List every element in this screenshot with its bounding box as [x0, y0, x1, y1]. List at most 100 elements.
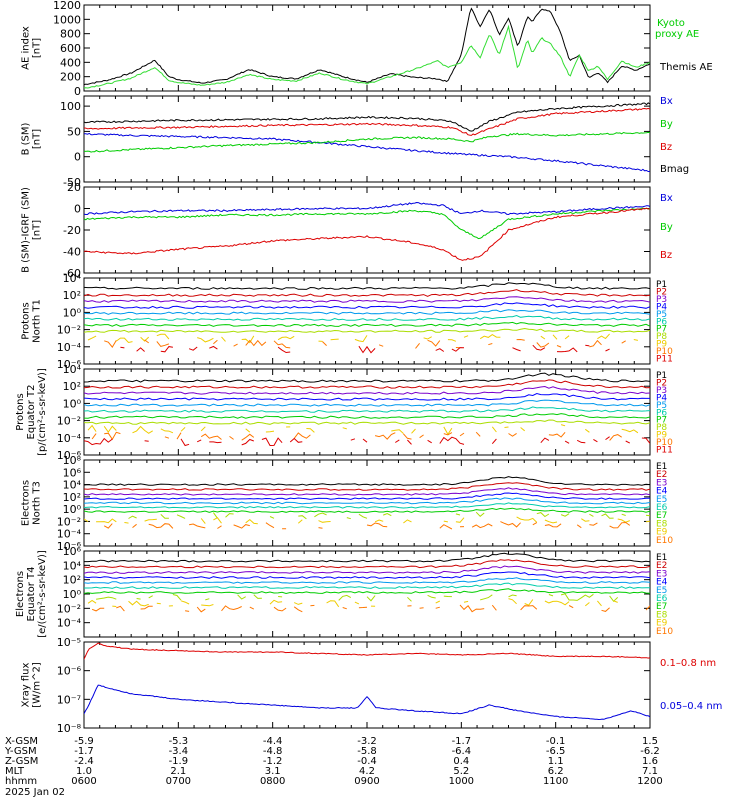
channel-line-ee-8: [544, 600, 570, 606]
channel-line-ee-6: [84, 588, 650, 595]
channel-line-en-7: [160, 514, 169, 519]
channel-line-ee-9: [645, 605, 650, 611]
channel-line-pn-10: [136, 347, 145, 352]
channel-line-pn-9: [556, 345, 562, 348]
panel-pe: 10⁻⁶ 10⁻⁴ 10⁻² 10⁰ 10² 10⁴ Protons Equator T2 [p…: [15, 363, 673, 462]
y-tick-label: 1000: [53, 13, 81, 26]
channel-line-en-7: [298, 515, 307, 520]
channel-line-pn-2: [84, 296, 650, 303]
channel-line-pn-8: [354, 335, 368, 343]
series-bsm-1: [84, 131, 650, 153]
series-bsm-0: [84, 132, 650, 173]
channel-line-ee-9: [491, 604, 497, 611]
channel-line-pn-9: [516, 338, 525, 341]
channel-line-pn-8: [597, 333, 610, 340]
channel-line-pe-8: [342, 427, 347, 430]
channel-line-ee-0: [84, 552, 650, 563]
y-axis-label-line: Electrons: [15, 571, 26, 617]
channel-line-pe-10: [576, 439, 586, 444]
channel-line-pn-5: [84, 314, 650, 321]
channel-line-en-8: [96, 518, 117, 524]
channel-line-en-8: [200, 518, 206, 524]
channel-line-pn-8: [463, 335, 469, 338]
channel-line-ee-4: [84, 577, 650, 584]
channel-line-en-7: [601, 513, 614, 519]
y-tick-label: 10⁻⁸: [57, 722, 82, 735]
channel-line-ee-7: [427, 594, 436, 599]
channel-line-ee-9: [568, 605, 574, 609]
channel-line-en-7: [560, 513, 570, 517]
footer-value: 7.1: [642, 766, 658, 777]
channel-label: P7: [656, 416, 667, 426]
channel-line-pe-9: [164, 436, 170, 439]
y-tick-label: 10⁴: [63, 363, 82, 376]
legend-By: By: [660, 119, 673, 130]
channel-label: E7: [656, 602, 667, 612]
channel-line-pe-10: [241, 438, 254, 446]
channel-line-pn-8: [221, 336, 226, 342]
channel-line-pe-1: [84, 379, 650, 389]
legend-Bx: Bx: [660, 193, 673, 204]
channel-line-en-3: [84, 492, 650, 500]
channel-line-en-7: [358, 513, 368, 519]
y-tick-label: 10⁶: [63, 466, 82, 479]
channel-line-pe-10: [196, 439, 202, 443]
channel-line-en-1: [84, 482, 650, 491]
footer-value: 6.2: [548, 766, 564, 777]
channel-line-ee-8: [597, 600, 602, 607]
channel-line-en-5: [84, 502, 650, 509]
channel-line-pe-2: [84, 385, 650, 395]
footer-value: -3.4: [169, 746, 189, 757]
channel-line-en-9: [189, 523, 206, 529]
channel-line-en-9: [471, 523, 493, 529]
y-tick-label: -60: [63, 267, 81, 280]
y-tick-label: 10²: [63, 380, 81, 393]
channel-line-pn-8: [116, 337, 133, 344]
channel-line-pe-9: [176, 432, 182, 440]
channel-line-ee-5: [84, 582, 650, 589]
channel-label: P10: [656, 438, 673, 448]
y-tick-label: 10⁰: [63, 503, 82, 516]
channel-line-pn-4: [84, 309, 650, 315]
footer-value: -4.8: [263, 746, 283, 757]
legend-kyoto: Kyoto: [657, 18, 685, 29]
channel-line-pe-9: [548, 431, 566, 438]
channel-line-pn-10: [532, 344, 546, 351]
channel-line-pn-8: [277, 335, 295, 341]
footer-value: 0800: [260, 776, 285, 787]
y-axis-label-line: Electrons: [21, 480, 32, 526]
footer-value: -5.8: [357, 746, 377, 757]
series-bsm-2: [84, 107, 650, 136]
channel-line-ee-9: [435, 606, 440, 609]
channel-label: E4: [656, 487, 668, 497]
channel-line-pe-3: [84, 392, 650, 401]
channel-line-pe-9: [200, 433, 222, 440]
y-tick-label: 10⁻⁶: [57, 449, 82, 462]
channel-line-pe-10: [564, 440, 570, 444]
channel-label: E1: [656, 553, 667, 563]
channel-line-en-8: [544, 519, 558, 524]
footer-value: 1100: [543, 776, 568, 787]
channel-line-ee-8: [269, 599, 283, 605]
footer-value: 5.2: [453, 766, 469, 777]
channel-line-ee-1: [84, 559, 650, 569]
channel-line-pe-10: [144, 440, 149, 442]
channel-line-pe-10: [84, 437, 113, 446]
panel-pn: 10⁻⁶ 10⁻⁴ 10⁻² 10⁰ 10² 10⁴ Protons North T1 P1P2…: [21, 272, 674, 371]
channel-line-ee-2: [84, 565, 650, 574]
panel-bdiff: -60 -40 -20 0 20 B (SM)-IGRF (SM) [nT] Bx By Bz: [21, 181, 673, 280]
y-tick-label: 10⁻⁴: [57, 341, 82, 354]
y-tick-label: 10⁰: [63, 588, 82, 601]
footer-value: -0.4: [357, 756, 377, 767]
channel-label: E8: [656, 519, 668, 529]
channel-line-pn-1: [84, 289, 650, 297]
channel-line-en-7: [589, 513, 594, 517]
channel-line-en-8: [84, 518, 89, 523]
y-tick-label: 800: [60, 28, 81, 41]
channel-line-en-8: [318, 520, 331, 523]
series-ae-0: [84, 7, 650, 86]
channel-line-pn-10: [512, 347, 521, 352]
panel-xray: 10⁻⁸ 10⁻⁷ 10⁻⁶ 10⁻⁵ Xray flux [W/m^2] 0.1–0.8 …: [21, 636, 723, 735]
channel-line-en-7: [314, 512, 327, 518]
